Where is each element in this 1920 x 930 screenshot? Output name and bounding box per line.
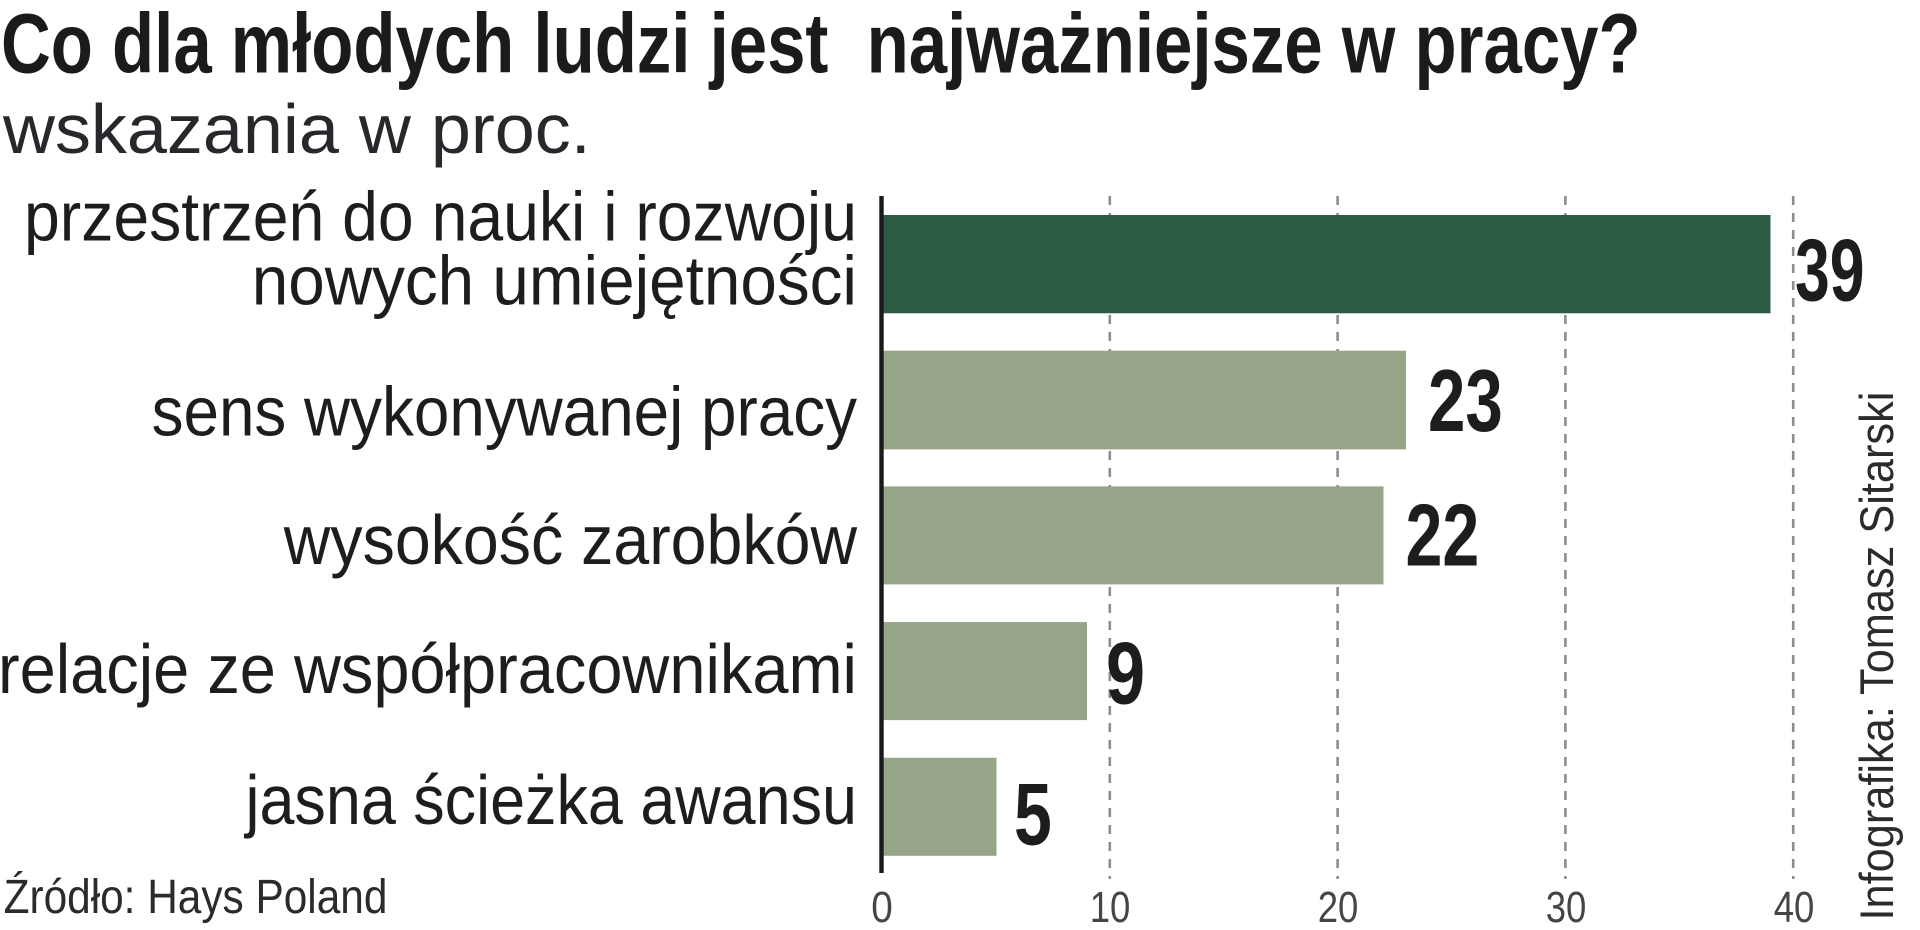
svg-text:nowych umiejętności: nowych umiejętności [252, 243, 857, 320]
svg-text:23: 23 [1428, 351, 1503, 450]
svg-text:wysokość zarobków: wysokość zarobków [283, 502, 858, 580]
svg-text:przestrzeń do nauki i rozwoju: przestrzeń do nauki i rozwoju [24, 178, 857, 256]
svg-text:0: 0 [871, 882, 893, 930]
svg-text:20: 20 [1318, 882, 1359, 930]
svg-text:Co dla młodych ludzi jest naj: Co dla młodych ludzi jest najważniejsze … [1, 0, 1641, 91]
svg-text:39: 39 [1795, 222, 1865, 320]
svg-text:30: 30 [1546, 882, 1587, 930]
svg-text:relacje ze współpracownikami: relacje ze współpracownikami [0, 631, 857, 709]
svg-text:wskazania w proc.: wskazania w proc. [2, 91, 591, 169]
svg-text:10: 10 [1090, 882, 1131, 930]
svg-text:9: 9 [1106, 624, 1145, 722]
svg-text:40: 40 [1774, 882, 1815, 930]
svg-text:5: 5 [1014, 765, 1052, 863]
svg-text:22: 22 [1406, 485, 1480, 584]
svg-text:Źródło: Hays Poland: Źródło: Hays Poland [4, 870, 388, 924]
svg-text:jasna ścieżka awansu: jasna ścieżka awansu [244, 762, 857, 840]
svg-text:Infografika: Tomasz Sitarski: Infografika: Tomasz Sitarski [1850, 392, 1903, 921]
svg-text:sens wykonywanej pracy: sens wykonywanej pracy [152, 373, 858, 451]
